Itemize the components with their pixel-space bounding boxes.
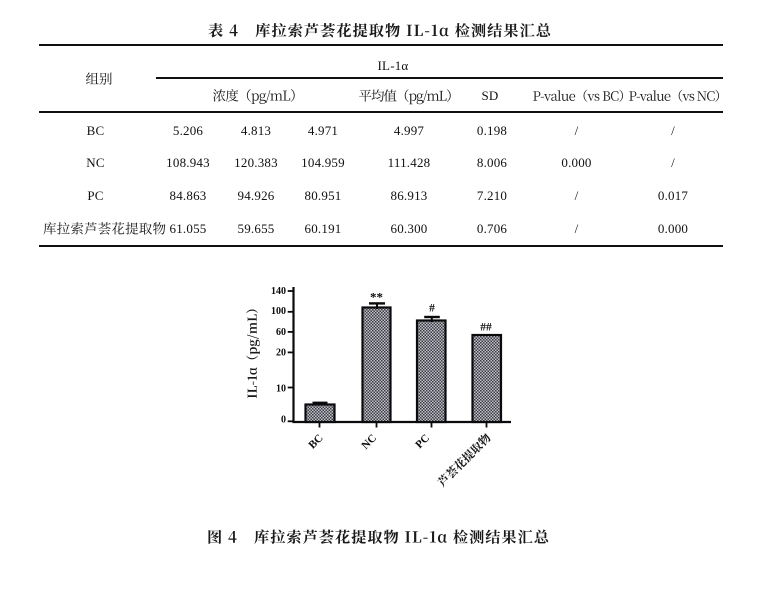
svg-text:60: 60 — [276, 327, 286, 338]
svg-text:20: 20 — [276, 348, 286, 359]
svg-text:BC: BC — [306, 432, 325, 451]
svg-text:0: 0 — [281, 415, 286, 426]
svg-text:100: 100 — [271, 306, 286, 317]
svg-text:#: # — [429, 303, 435, 315]
svg-text:**: ** — [370, 290, 383, 305]
svg-text:NC: NC — [359, 432, 379, 452]
svg-text:PC: PC — [413, 432, 432, 451]
svg-text:140: 140 — [271, 286, 286, 297]
svg-text:##: ## — [480, 322, 492, 334]
svg-text:10: 10 — [276, 383, 286, 394]
